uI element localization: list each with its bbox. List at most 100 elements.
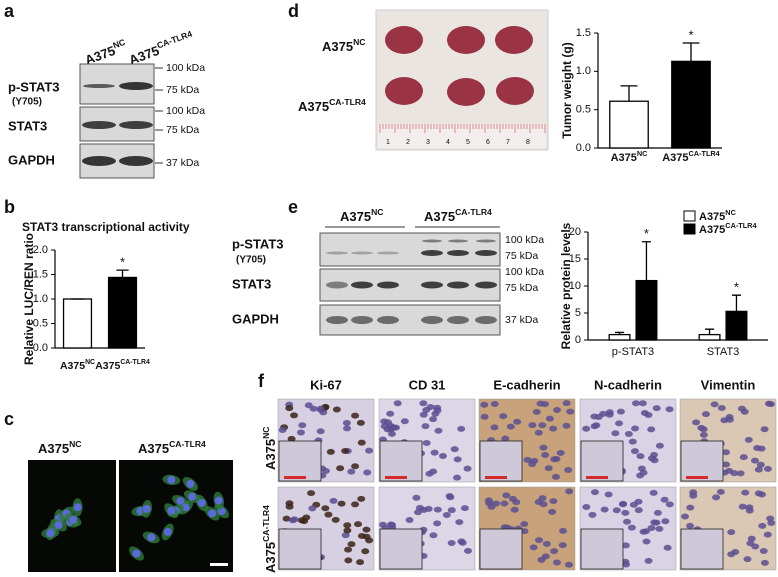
nucleus — [332, 406, 341, 413]
nucleus — [611, 430, 620, 437]
scale-bar — [485, 476, 507, 479]
nucleus — [744, 436, 753, 443]
nucleus — [433, 520, 442, 527]
nucleus — [442, 511, 451, 518]
row-label: GAPDH — [8, 152, 55, 167]
size-marker: 37 kDa — [166, 157, 199, 169]
significance-marker: * — [688, 27, 693, 42]
nucleus — [354, 521, 363, 528]
nucleus — [387, 430, 396, 437]
image-label: A375NC — [38, 439, 82, 456]
nucleus — [628, 438, 637, 445]
label-base: A375 — [611, 152, 637, 164]
bar — [609, 100, 649, 149]
ihc-inset — [278, 440, 322, 482]
ruler-number: 5 — [466, 139, 470, 146]
size-marker: 75 kDa — [505, 250, 538, 262]
nucleus — [558, 542, 567, 549]
tumor — [385, 26, 423, 54]
nucleus — [535, 537, 544, 544]
nucleus — [539, 444, 548, 451]
label-base: A375 — [95, 360, 120, 372]
label-base: A375 — [340, 209, 371, 224]
nucleus — [730, 470, 739, 477]
row-label: A375NC — [261, 427, 278, 471]
group-label: A375NC — [322, 37, 366, 54]
nucleus — [759, 548, 768, 555]
nucleus — [757, 445, 766, 452]
blot-band — [447, 316, 469, 324]
x-tick-label: A375CA-TLR4 — [662, 149, 720, 164]
nucleus — [321, 467, 330, 474]
y-tick-label: 2.0 — [33, 244, 48, 256]
nucleus — [347, 541, 356, 548]
error-bar — [116, 269, 129, 278]
nucleus — [652, 405, 661, 412]
nucleus — [745, 504, 754, 511]
nucleus — [412, 494, 421, 501]
nucleus — [520, 521, 529, 528]
nucleus — [356, 559, 365, 566]
image-label: A375CA-TLR4 — [138, 439, 206, 456]
nucleus — [600, 506, 609, 513]
nucleus — [624, 431, 633, 438]
nucleus — [647, 426, 656, 433]
x-tick-label: A375NC — [60, 359, 95, 372]
nucleus — [285, 503, 294, 510]
nucleus — [562, 422, 571, 429]
nucleus — [321, 505, 330, 512]
nucleus — [621, 542, 630, 549]
nucleus — [405, 516, 414, 523]
scale-bar — [586, 476, 608, 479]
group-label: A375CA-TLR4 — [298, 97, 366, 114]
nucleus — [508, 495, 517, 502]
row-label: (Y705) — [12, 97, 42, 108]
label-base: A375 — [322, 39, 353, 54]
nucleus — [552, 456, 561, 463]
nucleus — [287, 435, 296, 442]
nucleus — [653, 509, 662, 516]
label-sup: NC — [85, 359, 95, 366]
nucleus — [549, 498, 558, 505]
y-tick-label: 1.0 — [33, 293, 48, 305]
nucleus — [549, 425, 558, 432]
nucleus — [566, 408, 575, 415]
y-tick-label: 20 — [569, 226, 581, 238]
nucleus — [747, 535, 756, 542]
column-header: CD 31 — [409, 377, 446, 392]
ihc-inset — [680, 528, 724, 570]
nucleus — [758, 522, 767, 529]
blot-band — [119, 121, 153, 129]
blot-strip — [319, 232, 501, 267]
nucleus — [528, 422, 537, 429]
blot-band — [351, 281, 373, 289]
row-label: (Y705) — [236, 255, 266, 266]
blot-band — [377, 316, 399, 324]
nucleus — [738, 503, 747, 510]
tumor — [447, 78, 485, 106]
nucleus — [552, 559, 561, 566]
nucleus — [642, 538, 651, 545]
cell-nucleus — [46, 529, 55, 538]
nucleus — [686, 504, 695, 511]
blot-band — [476, 239, 496, 243]
nucleus — [553, 407, 562, 414]
y-tick-label: 1.0 — [576, 65, 591, 77]
panel-letter: c — [4, 409, 14, 429]
cell-nucleus — [167, 475, 176, 484]
x-tick-label: A375NC — [611, 149, 649, 164]
nucleus — [433, 506, 442, 513]
nucleus — [336, 465, 345, 472]
nucleus — [639, 528, 648, 535]
nucleus — [731, 549, 740, 556]
nucleus — [430, 449, 439, 456]
nucleus — [307, 490, 316, 497]
ruler-number: 6 — [486, 139, 490, 146]
label-base: A375 — [60, 360, 85, 372]
scale-bar — [210, 563, 228, 566]
nucleus — [329, 497, 338, 504]
significance-marker: * — [120, 255, 125, 270]
nucleus — [532, 408, 541, 415]
nucleus — [562, 400, 571, 407]
bar — [62, 298, 93, 349]
